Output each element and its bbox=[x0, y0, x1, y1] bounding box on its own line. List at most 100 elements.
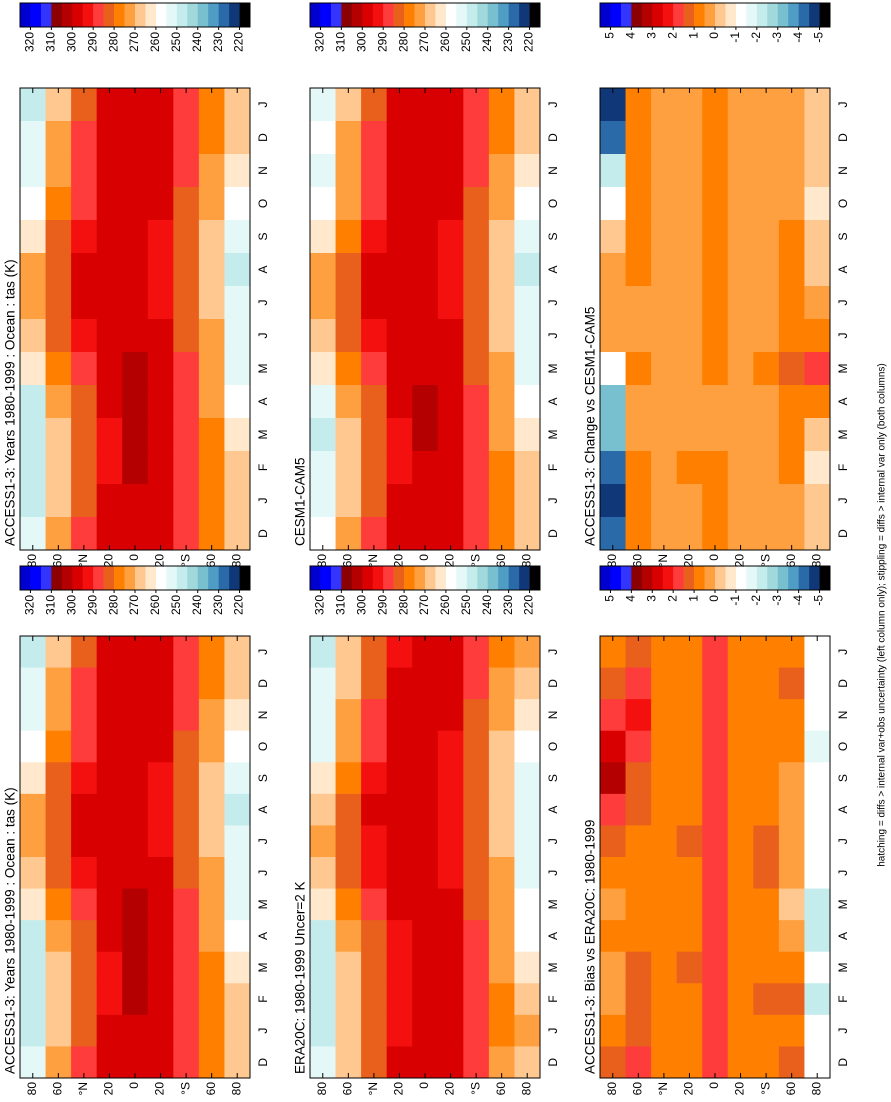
heat-cell bbox=[147, 516, 174, 550]
heat-cell bbox=[412, 318, 439, 352]
heat-cell bbox=[147, 761, 174, 794]
colorbar-label: 240 bbox=[480, 32, 494, 52]
heat-cell bbox=[600, 87, 626, 121]
heat-cell bbox=[122, 219, 149, 253]
heat-cell bbox=[310, 483, 336, 517]
heat-cell bbox=[514, 667, 541, 700]
heat-cell bbox=[412, 516, 439, 550]
heat-cell bbox=[224, 384, 251, 418]
heat-cell bbox=[676, 252, 703, 286]
heat-cell bbox=[488, 450, 515, 484]
heat-cell bbox=[173, 982, 200, 1015]
heat-cell bbox=[727, 635, 754, 668]
colorbar-swatch bbox=[788, 566, 799, 590]
y-tick-label: 20 bbox=[392, 1082, 406, 1096]
panel-title: ACCESS1-3: Bias vs ERA20C: 1980-1999 bbox=[583, 820, 598, 1074]
heat-cell bbox=[20, 483, 46, 517]
heat-cell bbox=[463, 698, 490, 731]
heat-cell bbox=[224, 982, 251, 1015]
y-tick-label: 0 bbox=[707, 1082, 721, 1089]
colorbar-swatch bbox=[477, 566, 489, 590]
heat-cell bbox=[122, 667, 149, 700]
colorbar-label: -1 bbox=[728, 595, 742, 606]
heat-cell bbox=[600, 793, 626, 826]
heat-cell bbox=[310, 1014, 336, 1047]
heat-cell bbox=[753, 730, 780, 763]
heat-cell bbox=[778, 483, 805, 517]
heat-cell bbox=[488, 153, 515, 187]
heat-cell bbox=[45, 951, 72, 984]
heat-cell bbox=[198, 516, 225, 550]
colorbar-swatch bbox=[40, 566, 52, 590]
heat-cell bbox=[600, 318, 626, 352]
heat-cell bbox=[412, 153, 439, 187]
heat-cell bbox=[173, 667, 200, 700]
colorbar-label: 290 bbox=[85, 32, 99, 52]
footnote: hatching = diffs > internal var+obs unce… bbox=[877, 363, 888, 867]
heat-cell bbox=[488, 698, 515, 731]
heat-cell bbox=[676, 1046, 703, 1078]
heat-cell bbox=[412, 667, 439, 700]
colorbar-swatch bbox=[456, 566, 468, 590]
x-tick-label: S bbox=[836, 774, 850, 782]
colorbar-label: 260 bbox=[148, 595, 162, 615]
x-tick-label: A bbox=[256, 265, 270, 273]
heat-cell bbox=[96, 516, 123, 550]
heat-cell bbox=[463, 186, 490, 220]
x-tick-label: N bbox=[256, 166, 270, 175]
y-tick-label: 80 bbox=[25, 1082, 39, 1096]
heat-cell bbox=[600, 730, 626, 763]
heat-cell bbox=[727, 919, 754, 952]
x-tick-label: M bbox=[546, 899, 560, 909]
colorbar-swatch bbox=[631, 3, 643, 27]
heat-cell bbox=[778, 417, 805, 451]
heat-cell bbox=[625, 186, 652, 220]
colorbar-swatch bbox=[683, 566, 695, 590]
heat-cell bbox=[651, 982, 678, 1015]
heat-cell bbox=[96, 825, 123, 857]
heat-cell bbox=[412, 417, 439, 451]
heat-cell bbox=[702, 698, 729, 731]
colorbar-label: 320 bbox=[23, 32, 37, 52]
heat-cell bbox=[412, 120, 439, 154]
heat-cell bbox=[514, 793, 541, 826]
heat-cell bbox=[727, 417, 754, 451]
heat-cell bbox=[361, 153, 388, 187]
heat-cell bbox=[20, 667, 46, 700]
heat-cell bbox=[310, 793, 336, 826]
y-tick-label: 80 bbox=[519, 1082, 533, 1096]
heat-cell bbox=[412, 186, 439, 220]
colorbar-swatch bbox=[498, 3, 509, 27]
x-tick-label: J bbox=[836, 498, 850, 504]
heat-cell bbox=[778, 761, 805, 794]
heat-cell bbox=[45, 667, 72, 700]
colorbar-swatch bbox=[425, 3, 436, 27]
heat-cell bbox=[676, 384, 703, 418]
heat-cell bbox=[514, 285, 541, 319]
heat-cell bbox=[753, 120, 780, 154]
heat-cell bbox=[600, 384, 626, 418]
heat-cell bbox=[20, 351, 46, 385]
colorbar-swatch bbox=[809, 3, 820, 27]
heat-cell bbox=[514, 1014, 541, 1047]
heat-cell bbox=[437, 153, 464, 187]
x-tick-label: J bbox=[546, 300, 560, 306]
heat-cell bbox=[600, 186, 626, 220]
heat-cell bbox=[488, 87, 515, 121]
heat-cell bbox=[676, 825, 703, 857]
colorbar-label: 260 bbox=[438, 32, 452, 52]
heat-cell bbox=[514, 120, 541, 154]
heat-cell bbox=[437, 483, 464, 517]
heat-cell bbox=[20, 384, 46, 418]
heat-cell bbox=[804, 516, 831, 550]
colorbar-label: 270 bbox=[417, 32, 431, 52]
heat-cell bbox=[198, 793, 225, 826]
heat-cell bbox=[651, 730, 678, 763]
heat-cell bbox=[96, 730, 123, 763]
colorbar-swatch bbox=[414, 566, 426, 590]
heat-cell bbox=[804, 186, 831, 220]
heat-cell bbox=[702, 120, 729, 154]
heat-cell bbox=[147, 318, 174, 352]
heat-cell bbox=[71, 417, 98, 451]
